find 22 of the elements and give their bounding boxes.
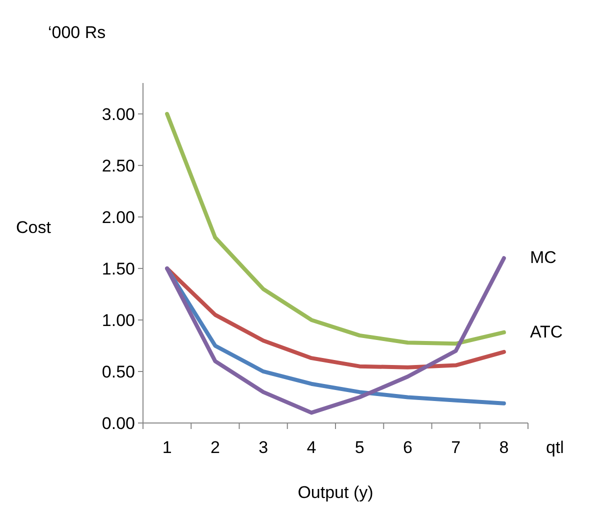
series-label: MC: [530, 248, 556, 268]
y-tick-label: 2.50: [102, 156, 135, 176]
y-tick-label: 3.00: [102, 104, 135, 124]
y-tick-label: 0.00: [102, 414, 135, 433]
x-tick-label: 4: [306, 438, 316, 457]
line-series: [165, 112, 506, 346]
x-tick-label: 3: [258, 438, 268, 457]
series-label: ATC: [530, 322, 563, 342]
x-axis-title: Output (y): [298, 483, 374, 502]
y-tick-label: 1.50: [102, 259, 135, 278]
y-tick-label: 2.00: [102, 208, 135, 227]
x-tick-label: 6: [402, 438, 412, 457]
x-tick-label: 8: [499, 438, 509, 457]
x-tick-label: 7: [451, 438, 461, 457]
x-tick-label: 1: [162, 438, 172, 457]
y-tick-label: 1.00: [102, 310, 135, 330]
text: qtl: [546, 438, 564, 457]
x-tick-label: 2: [210, 438, 220, 457]
text: ‘000 Rs: [48, 23, 106, 42]
y-axis-title: Cost: [16, 218, 52, 237]
y-tick-label: 0.50: [102, 362, 135, 382]
x-tick-label: 5: [354, 438, 364, 457]
